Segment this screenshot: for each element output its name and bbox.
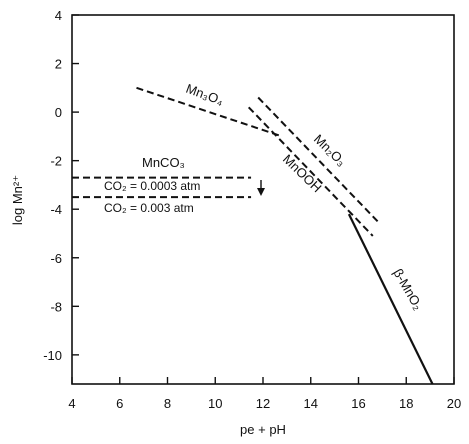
x-tick-label: 14 — [304, 396, 318, 411]
y-axis-title: log Mn²⁺ — [10, 175, 25, 225]
y-tick-label: 2 — [55, 57, 62, 72]
x-tick-label: 12 — [256, 396, 270, 411]
y-tick-label: 0 — [55, 105, 62, 120]
y-tick-label: 4 — [55, 8, 62, 23]
series-line-mno — [257, 96, 379, 222]
label-mn3o4: Mn₃O₄ — [184, 81, 226, 108]
y-axis-ticks: 4 2 0 -2 -4 -6 -8 -10 — [43, 8, 79, 363]
x-axis-ticks: 4 6 8 10 12 14 16 18 20 — [68, 377, 461, 411]
series-line-mno — [136, 86, 283, 138]
reference-lines — [72, 176, 252, 199]
plot-frame — [71, 14, 455, 385]
series-line-mnooh — [247, 106, 374, 237]
label-co2-003: CO₂ = 0.003 atm — [104, 201, 194, 215]
x-tick-label: 8 — [164, 396, 171, 411]
x-axis-title: pe + pH — [240, 422, 286, 437]
x-tick-label: 4 — [68, 396, 75, 411]
y-tick-label: -6 — [50, 251, 62, 266]
label-co2-0003: CO₂ = 0.0003 atm — [104, 179, 200, 193]
y-tick-label: -4 — [50, 202, 62, 217]
x-tick-label: 16 — [351, 396, 365, 411]
x-tick-label: 20 — [447, 396, 461, 411]
x-tick-label: 18 — [399, 396, 413, 411]
label-mnooh: MnOOH — [280, 151, 325, 195]
y-tick-label: -8 — [50, 299, 62, 314]
y-tick-label: -2 — [50, 154, 62, 169]
series-line-mno — [347, 213, 434, 385]
series-layer — [136, 86, 434, 385]
y-tick-label: -10 — [43, 348, 62, 363]
x-tick-label: 10 — [208, 396, 222, 411]
x-tick-label: 6 — [116, 396, 123, 411]
label-mn2o3: Mn₂O₃ — [311, 131, 349, 169]
label-mnco3: MnCO₃ — [142, 155, 185, 170]
co2-arrow-head — [257, 188, 265, 196]
label-mno2: β-MnO₂ — [390, 266, 426, 312]
